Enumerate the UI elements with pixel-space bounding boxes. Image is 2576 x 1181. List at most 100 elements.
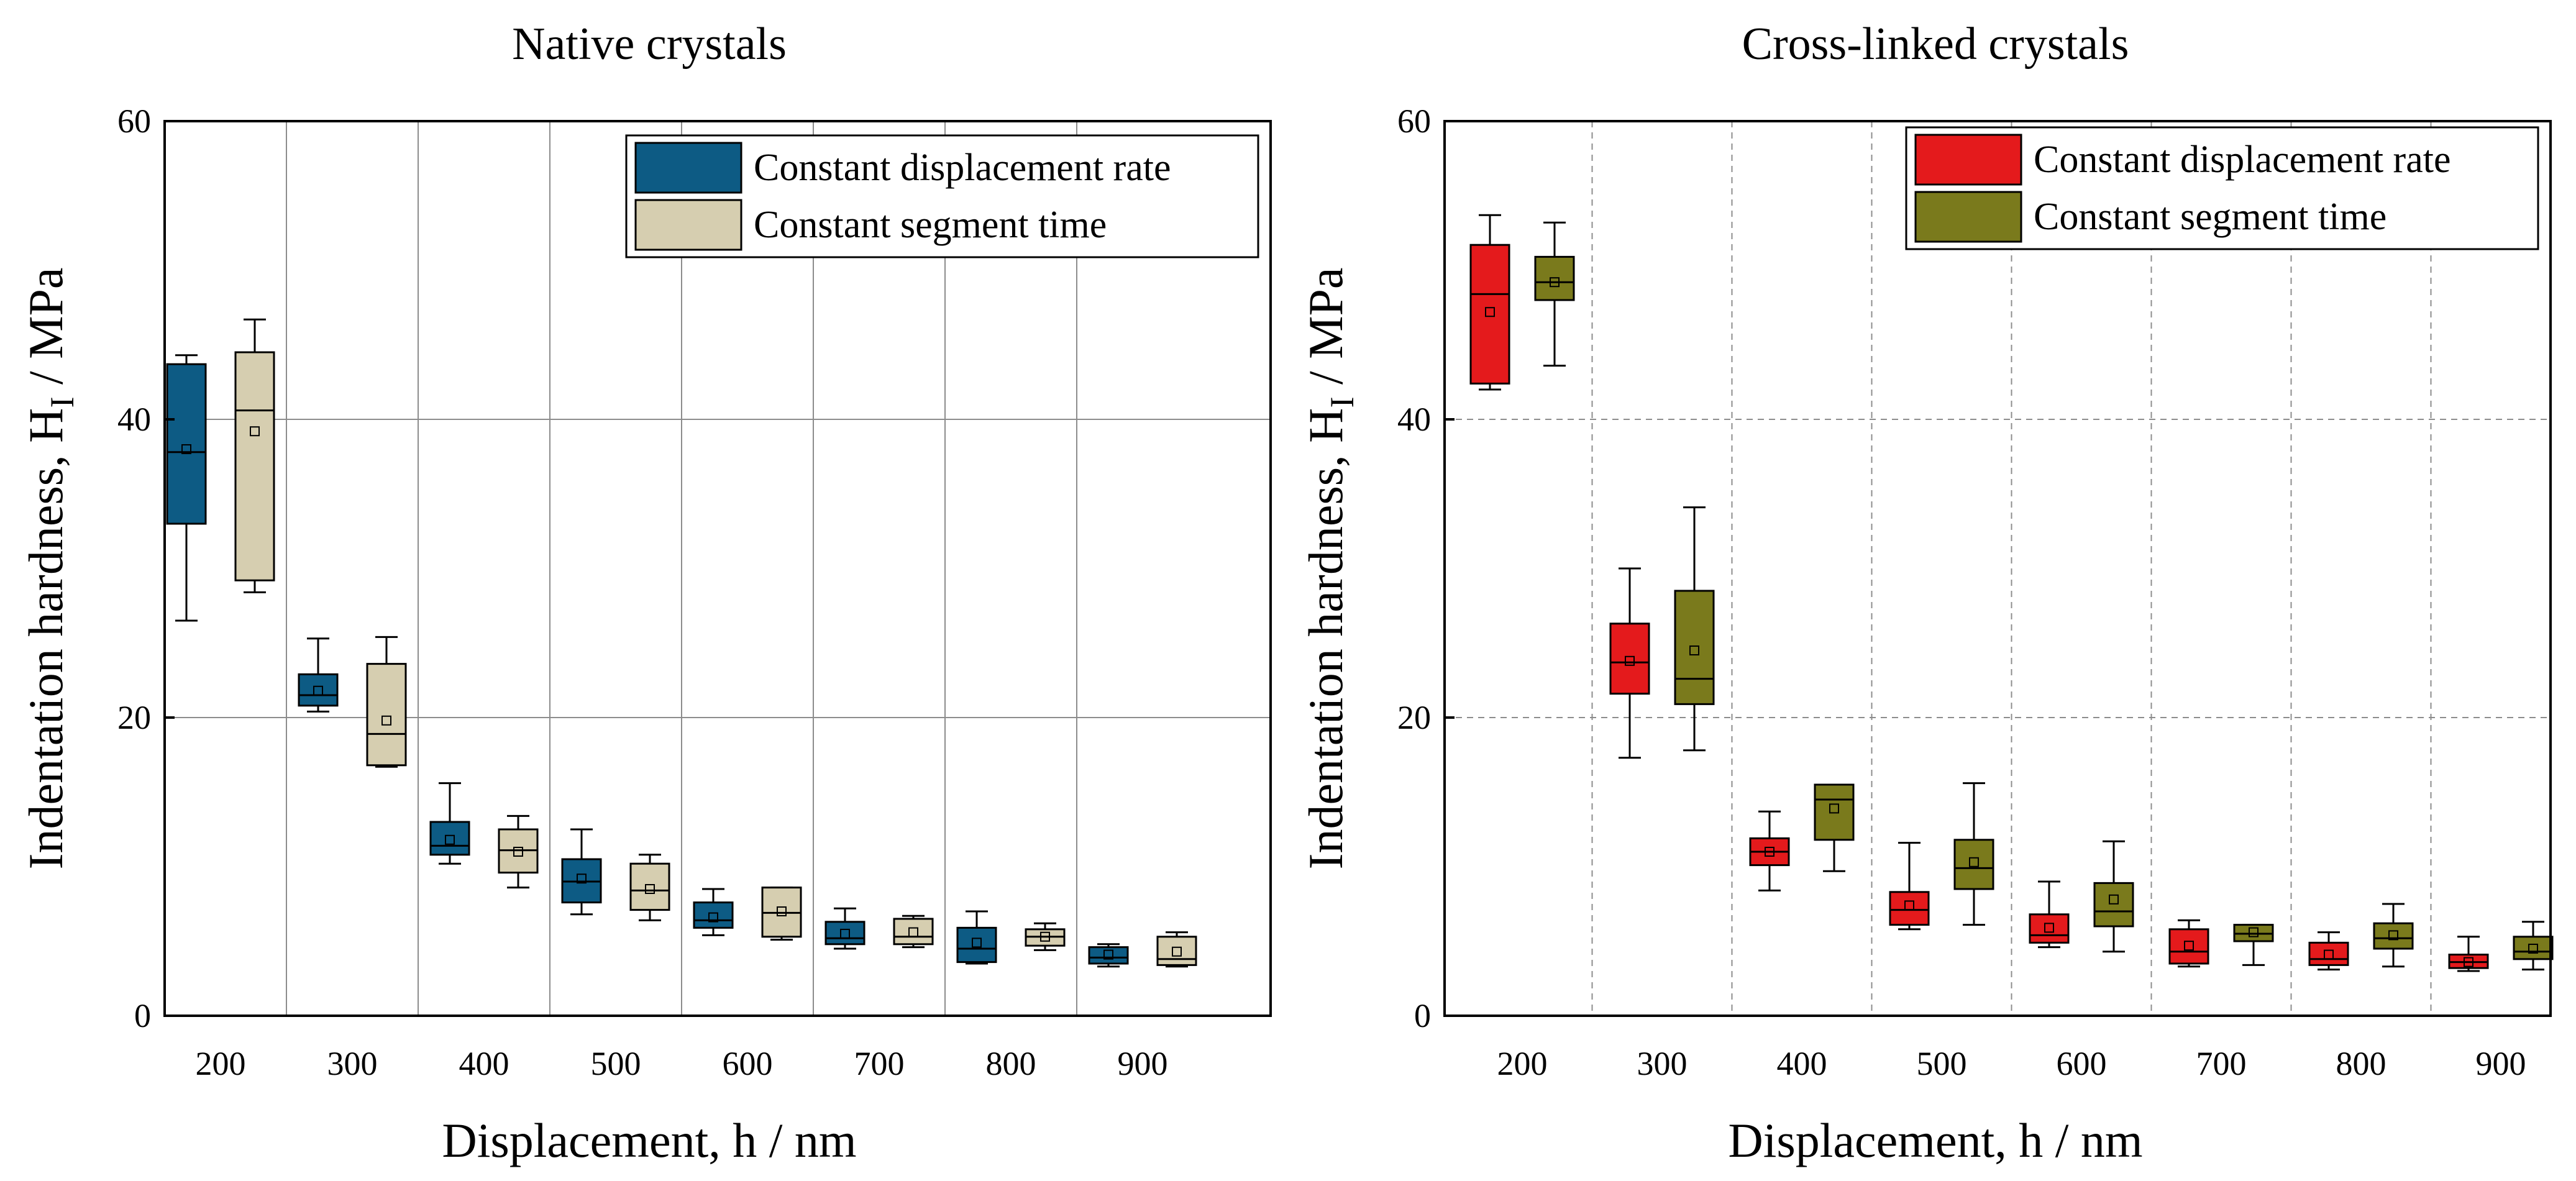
mean-marker: [1040, 931, 1050, 942]
x-axis-label: Displacement, h / nm: [442, 1113, 856, 1167]
x-tick-label: 600: [2057, 1045, 2107, 1082]
y-axis-label-main: Indentation hardness, H: [19, 408, 73, 870]
mean-marker: [381, 715, 391, 726]
x-tick-label: 500: [591, 1045, 641, 1082]
x-tick-label: 200: [1497, 1045, 1548, 1082]
box-constant-segment-time-600: [2093, 840, 2134, 953]
y-axis-label: Indentation hardness, HI / MPa: [1299, 268, 1361, 870]
mean-marker: [250, 426, 260, 437]
box-constant-displacement-rate-700: [2168, 919, 2209, 968]
box-constant-displacement-rate-800: [956, 910, 997, 965]
y-tick-label: 20: [117, 699, 151, 736]
iqr-box: [629, 862, 670, 911]
box-constant-displacement-rate-500: [1889, 842, 1930, 931]
legend-label-segment-time: Constant segment time: [2034, 196, 2386, 238]
iqr-box: [2308, 941, 2349, 966]
mean-marker: [1969, 857, 1979, 867]
legend-swatch-displacement-rate: [1914, 134, 2022, 186]
legend-label-displacement-rate: Constant displacement rate: [2034, 139, 2450, 181]
mean-marker: [1625, 655, 1635, 666]
box-constant-segment-time-400: [498, 814, 539, 889]
x-tick-label: 300: [1637, 1045, 1688, 1082]
box-constant-segment-time-300: [1674, 506, 1715, 752]
iqr-box: [1156, 936, 1197, 966]
mean-marker: [513, 847, 523, 857]
iqr-box: [366, 663, 407, 767]
iqr-box: [824, 921, 866, 946]
mean-marker: [577, 873, 587, 884]
mean-marker: [972, 937, 982, 948]
y-tick-label: 40: [117, 401, 151, 438]
iqr-box: [1469, 244, 1510, 385]
box-constant-displacement-rate-300: [298, 637, 339, 713]
x-tick-label: 600: [723, 1045, 773, 1082]
iqr-box: [1674, 590, 1715, 705]
box-constant-segment-time-200: [234, 318, 275, 593]
y-axis-label-main: Indentation hardness, H: [1299, 408, 1353, 870]
iqr-box: [298, 673, 339, 707]
iqr-box: [234, 351, 275, 581]
box-constant-segment-time-600: [761, 887, 802, 941]
y-tick-label: 60: [117, 103, 151, 140]
mean-marker: [2249, 927, 2259, 937]
mean-marker: [2464, 957, 2473, 967]
box-constant-segment-time-900: [2513, 921, 2554, 971]
box-constant-displacement-rate-800: [2308, 931, 2349, 971]
mean-marker: [1829, 803, 1839, 814]
legend-swatch-segment-time: [634, 199, 742, 251]
legend: Constant displacement rate Constant segm…: [625, 134, 1259, 258]
mean-marker: [1172, 946, 1182, 957]
iqr-box: [429, 821, 470, 856]
x-tick-label: 300: [327, 1045, 378, 1082]
iqr-box: [956, 926, 997, 964]
mean-marker: [2109, 894, 2119, 905]
cross-linked-crystals-chart: Cross-linked crystals 0 20 40 60 200 300 400 5…: [1299, 19, 2554, 1167]
native-crystals-chart: Native crystals 0 20 40 60 200 300 400 500 600 7…: [19, 19, 1272, 1167]
x-tick-label: 400: [1777, 1045, 1827, 1082]
box-constant-segment-time-200: [1534, 221, 1575, 367]
y-axis-label-unit: / MPa: [1299, 268, 1353, 397]
x-tick-label: 400: [459, 1045, 509, 1082]
iqr-box: [1953, 839, 1994, 890]
mean-marker: [645, 884, 655, 894]
iqr-box: [1609, 622, 1650, 695]
chart-title: Native crystals: [512, 19, 787, 70]
legend-swatch-displacement-rate: [634, 142, 742, 194]
iqr-box: [893, 918, 934, 946]
x-tick-label: 500: [1917, 1045, 1967, 1082]
x-axis-label: Displacement, h / nm: [1728, 1113, 2142, 1167]
box-constant-segment-time-500: [629, 854, 670, 921]
iqr-box: [2513, 936, 2554, 960]
x-tick-label: 900: [1118, 1045, 1168, 1082]
box-constant-displacement-rate-600: [2029, 880, 2070, 949]
plot-frame: [1443, 120, 2552, 1017]
box-constant-segment-time-700: [2233, 924, 2274, 966]
mean-marker: [2184, 941, 2194, 951]
y-tick-label: 40: [1397, 401, 1431, 438]
iqr-box: [2029, 913, 2070, 944]
mean-marker: [181, 444, 191, 454]
chart-title: Cross-linked crystals: [1742, 19, 2129, 70]
box-constant-displacement-rate-300: [1609, 567, 1650, 759]
mean-marker: [1103, 949, 1113, 960]
y-axis-label-subscript: I: [43, 397, 81, 408]
plot-frame: [163, 120, 1272, 1017]
x-tick-label: 700: [2196, 1045, 2247, 1082]
mean-marker: [1485, 307, 1495, 317]
mean-marker: [2528, 944, 2538, 954]
box-constant-segment-time-400: [1814, 783, 1855, 872]
box-constant-displacement-rate-400: [1749, 810, 1790, 891]
iqr-box: [2168, 928, 2209, 965]
x-tick-label: 800: [986, 1045, 1036, 1082]
y-tick-label: 0: [134, 997, 151, 1034]
plot-area: [1445, 121, 2551, 1016]
box-constant-displacement-rate-500: [561, 828, 602, 916]
y-axis-label-unit: / MPa: [19, 268, 73, 397]
mean-marker: [1765, 847, 1774, 857]
iqr-box: [693, 901, 734, 929]
box-constant-segment-time-800: [1025, 922, 1066, 951]
box-constant-displacement-rate-600: [693, 888, 734, 936]
plot-area: [165, 121, 1271, 1016]
iqr-box: [2093, 882, 2134, 928]
